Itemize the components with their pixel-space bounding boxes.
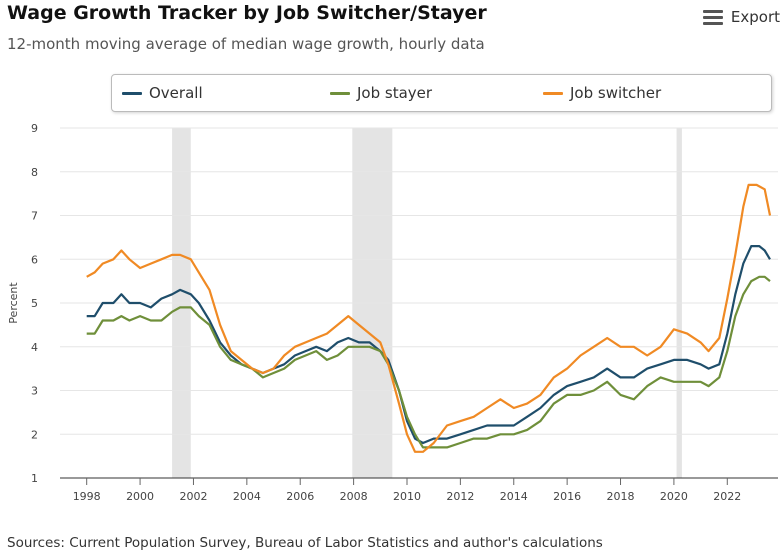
chart-legend: Overall Job stayer Job switcher: [111, 74, 772, 112]
x-tick-label-2012: 2012: [446, 490, 474, 503]
y-tick-label-9: 9: [31, 122, 38, 135]
x-tick-label-2008: 2008: [340, 490, 368, 503]
hamburger-menu-icon: [702, 9, 723, 25]
source-note: Sources: Current Population Survey, Bure…: [7, 535, 603, 551]
y-tick-label-5: 5: [31, 297, 38, 310]
x-tick-label-2006: 2006: [286, 490, 314, 503]
legend-swatch-job-switcher: [543, 91, 563, 95]
legend-item-job-switcher[interactable]: Job switcher: [543, 84, 661, 102]
series-lines: [86, 183, 772, 453]
x-tick-label-2010: 2010: [393, 490, 421, 503]
series-line-job-switcher: [86, 183, 772, 453]
y-tick-label-7: 7: [31, 210, 38, 223]
x-tick-label-2016: 2016: [553, 490, 581, 503]
chart-title: Wage Growth Tracker by Job Switcher/Stay…: [7, 2, 487, 24]
y-tick-label-3: 3: [31, 385, 38, 398]
x-tick-label-2000: 2000: [126, 490, 154, 503]
series-line-job-stayer: [86, 275, 771, 449]
x-tick-label-2004: 2004: [233, 490, 261, 503]
gridlines: [60, 127, 778, 435]
export-button[interactable]: Export: [702, 8, 780, 26]
x-tick-label-2014: 2014: [500, 490, 528, 503]
axes: 1 2 3 4 5 6 7 8 9 1998 2000 2002 2004 2006 2008 2010 201…: [31, 122, 778, 503]
series-line-overall: [86, 245, 771, 445]
legend-item-overall[interactable]: Overall: [122, 84, 203, 102]
legend-item-job-stayer[interactable]: Job stayer: [330, 84, 432, 102]
x-tick-label-2020: 2020: [660, 490, 688, 503]
y-axis-label: Percent: [7, 282, 20, 324]
x-tick-label-2002: 2002: [179, 490, 207, 503]
legend-swatch-overall: [122, 91, 142, 95]
x-tick-label-2022: 2022: [713, 490, 741, 503]
x-tick-label-2018: 2018: [607, 490, 635, 503]
legend-label-overall: Overall: [149, 84, 203, 102]
x-tick-label-1998: 1998: [73, 490, 101, 503]
legend-swatch-job-stayer: [330, 91, 350, 95]
legend-label-job-stayer: Job stayer: [357, 84, 433, 102]
y-tick-label-4: 4: [31, 341, 38, 354]
y-tick-label-1: 1: [31, 472, 38, 485]
chart-subtitle: 12-month moving average of median wage g…: [7, 35, 485, 53]
export-label: Export: [730, 8, 780, 26]
y-tick-label-6: 6: [31, 253, 38, 266]
legend-label-job-switcher: Job switcher: [570, 84, 662, 102]
y-tick-label-2: 2: [31, 428, 38, 441]
y-tick-label-8: 8: [31, 166, 38, 179]
